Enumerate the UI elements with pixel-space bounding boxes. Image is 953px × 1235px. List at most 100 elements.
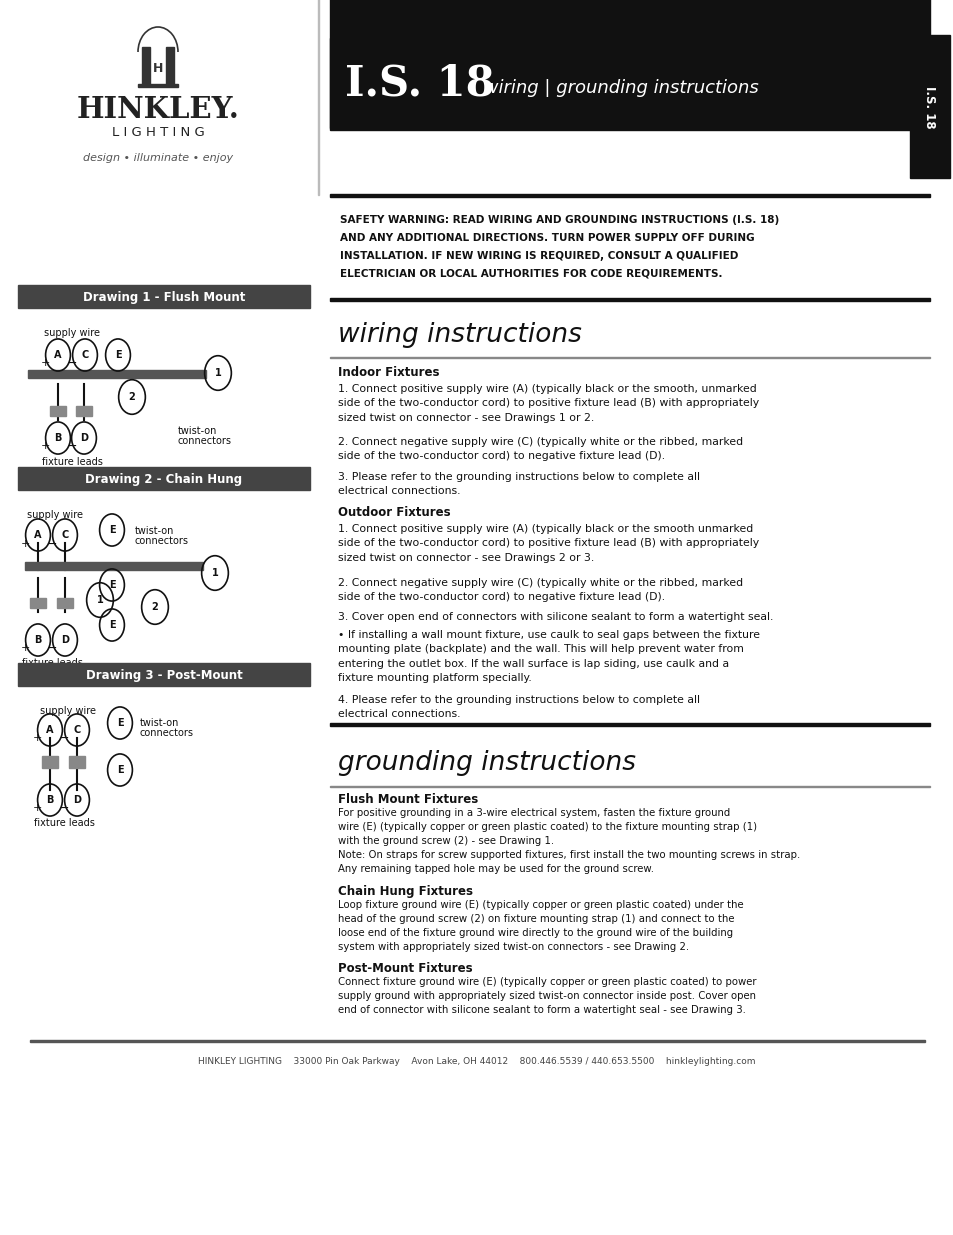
Text: Chain Hung Fixtures: Chain Hung Fixtures [337,885,473,898]
Text: INSTALLATION. IF NEW WIRING IS REQUIRED, CONSULT A QUALIFIED: INSTALLATION. IF NEW WIRING IS REQUIRED,… [339,251,738,261]
Text: 1: 1 [212,568,218,578]
Text: Flush Mount Fixtures: Flush Mount Fixtures [337,793,477,806]
Bar [18,467,310,490]
Bar [50,406,66,416]
Text: 2: 2 [129,391,135,403]
Text: connectors: connectors [178,436,232,446]
Text: −: − [47,641,57,655]
Text: +: + [32,803,42,813]
Text: −: − [67,440,77,452]
Text: Connect fixture ground wire (E) (typically copper or green plastic coated) to po: Connect fixture ground wire (E) (typical… [337,977,756,1015]
Text: E: E [109,580,115,590]
Text: A: A [46,725,53,735]
Bar [18,285,310,308]
Bar [28,370,206,378]
Bar [166,47,173,85]
Text: C: C [81,350,89,359]
Text: I.S. 18: I.S. 18 [345,62,494,104]
Text: twist-on: twist-on [178,426,217,436]
Text: A: A [34,530,42,540]
Text: +: + [32,734,42,743]
Text: B: B [47,795,53,805]
Bar [142,47,150,85]
Text: 2: 2 [152,601,158,613]
Text: 3. Please refer to the grounding instructions below to complete all
electrical c: 3. Please refer to the grounding instruc… [337,472,700,496]
Text: Post-Mount Fixtures: Post-Mount Fixtures [337,962,472,974]
Bar [330,0,929,130]
Bar [30,1040,924,1042]
Text: supply wire: supply wire [44,329,100,338]
Text: +: + [20,643,30,653]
Text: HINKLEY.: HINKLEY. [76,95,239,125]
Text: C: C [73,725,81,735]
Bar [909,35,949,178]
Text: A: A [54,350,62,359]
Text: 1: 1 [96,595,103,605]
Text: 2. Connect negative supply wire (C) (typically white or the ribbed, marked
side : 2. Connect negative supply wire (C) (typ… [337,578,742,603]
Bar [330,38,909,128]
Text: E: E [114,350,121,359]
Text: For positive grounding in a 3-wire electrical system, fasten the fixture ground
: For positive grounding in a 3-wire elect… [337,808,800,874]
Bar [76,406,91,416]
Text: −: − [59,802,70,815]
Text: wiring | grounding instructions: wiring | grounding instructions [477,79,758,98]
Text: wiring instructions: wiring instructions [337,322,581,348]
Bar [330,194,929,198]
Text: Drawing 3 - Post-Mount: Drawing 3 - Post-Mount [86,668,242,682]
Text: I.S. 18: I.S. 18 [923,85,936,128]
Text: connectors: connectors [140,727,193,739]
Text: H: H [152,62,163,74]
Text: −: − [47,537,57,551]
Bar [330,298,929,301]
Text: SAFETY WARNING: READ WIRING AND GROUNDING INSTRUCTIONS (I.S. 18): SAFETY WARNING: READ WIRING AND GROUNDIN… [339,215,779,225]
Text: 1. Connect positive supply wire (A) (typically black or the smooth unmarked
side: 1. Connect positive supply wire (A) (typ… [337,524,759,563]
Bar [330,785,929,787]
Text: +: + [40,441,50,451]
Text: 1. Connect positive supply wire (A) (typically black or the smooth, unmarked
sid: 1. Connect positive supply wire (A) (typ… [337,384,759,422]
Text: connectors: connectors [135,536,189,546]
Bar [69,756,85,768]
Bar [42,756,58,768]
Text: HINKLEY LIGHTING    33000 Pin Oak Parkway    Avon Lake, OH 44012    800.446.5539: HINKLEY LIGHTING 33000 Pin Oak Parkway A… [198,1057,755,1067]
Text: E: E [116,764,123,776]
Text: AND ANY ADDITIONAL DIRECTIONS. TURN POWER SUPPLY OFF DURING: AND ANY ADDITIONAL DIRECTIONS. TURN POWE… [339,233,754,243]
Text: E: E [109,525,115,535]
Text: grounding instructions: grounding instructions [337,750,636,776]
Text: L I G H T I N G: L I G H T I N G [112,126,204,140]
Text: ELECTRICIAN OR LOCAL AUTHORITIES FOR CODE REQUIREMENTS.: ELECTRICIAN OR LOCAL AUTHORITIES FOR COD… [339,269,721,279]
Bar [330,722,929,726]
Text: 4. Please refer to the grounding instructions below to complete all
electrical c: 4. Please refer to the grounding instruc… [337,695,700,720]
Text: 3. Cover open end of connectors with silicone sealant to form a watertight seal.: 3. Cover open end of connectors with sil… [337,613,773,622]
Bar [18,663,310,685]
Text: +: + [20,538,30,550]
Text: 1: 1 [214,368,221,378]
Text: twist-on: twist-on [135,526,174,536]
Text: twist-on: twist-on [140,718,179,727]
Text: supply wire: supply wire [27,510,83,520]
Text: 2. Connect negative supply wire (C) (typically white or the ribbed, marked
side : 2. Connect negative supply wire (C) (typ… [337,437,742,462]
Bar [317,0,319,195]
Text: Drawing 2 - Chain Hung: Drawing 2 - Chain Hung [86,473,242,485]
Text: Drawing 1 - Flush Mount: Drawing 1 - Flush Mount [83,290,245,304]
Text: fixture leads: fixture leads [22,658,82,668]
Bar [57,598,73,608]
Text: +: + [40,358,50,368]
Text: design • illuminate • enjoy: design • illuminate • enjoy [83,153,233,163]
Text: Loop fixture ground wire (E) (typically copper or green plastic coated) under th: Loop fixture ground wire (E) (typically … [337,900,742,952]
Text: D: D [80,433,88,443]
Text: fixture leads: fixture leads [42,457,102,467]
Bar [25,562,203,571]
Text: Indoor Fixtures: Indoor Fixtures [337,366,439,379]
Text: Outdoor Fixtures: Outdoor Fixtures [337,506,450,519]
Text: B: B [34,635,42,645]
Bar [138,84,178,86]
Text: supply wire: supply wire [40,706,96,716]
Text: E: E [109,620,115,630]
Text: −: − [59,731,70,745]
Text: fixture leads: fixture leads [33,818,94,827]
Text: • If installing a wall mount fixture, use caulk to seal gaps between the fixture: • If installing a wall mount fixture, us… [337,630,760,683]
Text: C: C [61,530,69,540]
Text: D: D [61,635,69,645]
Bar [330,357,929,358]
Text: D: D [73,795,81,805]
